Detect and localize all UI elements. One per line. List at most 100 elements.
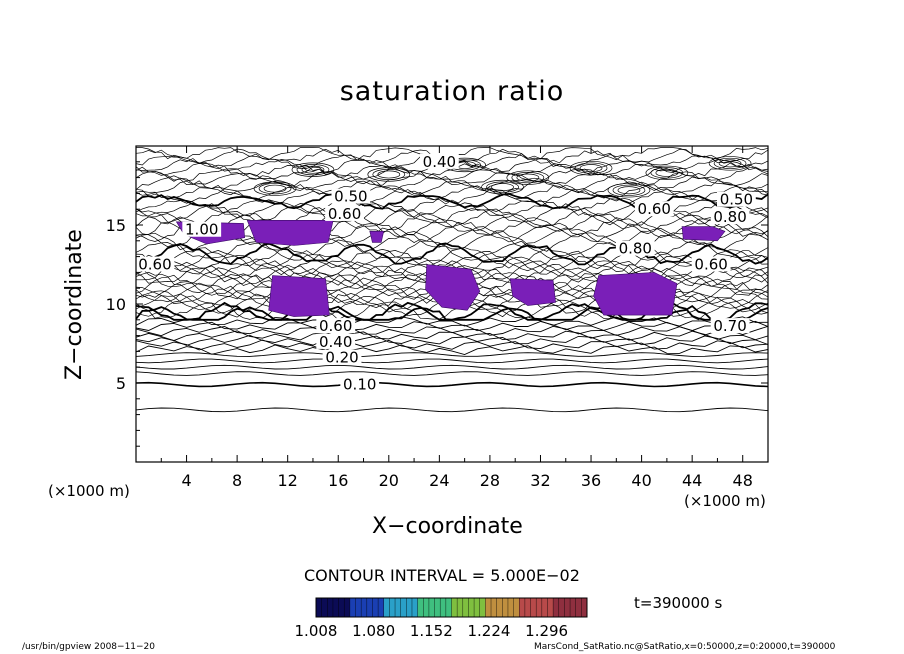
y-tick-label: 5 [116, 374, 126, 393]
contour-loop [291, 162, 335, 177]
contour-line [135, 364, 769, 370]
contour-label-bg [615, 240, 655, 256]
x-tick-label: 12 [278, 471, 298, 490]
contour-line [135, 175, 769, 192]
contour-loop [607, 183, 651, 198]
contour-loop [645, 165, 689, 181]
time-label: t=390000 s [634, 594, 723, 612]
colorbar-cell [502, 598, 509, 617]
shaded-region [425, 264, 481, 311]
contour-loop [574, 162, 608, 174]
contour-loop [263, 184, 287, 193]
contour-line [135, 339, 769, 351]
colorbar-tick-label: 1.296 [525, 622, 568, 640]
contour-labels: 0.100.200.400.60 0.700.400.500.601.000.60… [135, 153, 756, 394]
colorbar-cell [383, 598, 390, 617]
colorbar-cell [513, 598, 520, 617]
colorbar-tick-label: 1.008 [295, 622, 338, 640]
contour-label-bg [340, 376, 380, 392]
contour-line [135, 316, 769, 327]
colorbar-cell [434, 598, 441, 617]
contour-label-bg [691, 256, 731, 272]
colorbar-cell [553, 598, 560, 617]
colorbar-tick-label: 1.080 [352, 622, 395, 640]
colorbar-cell [485, 598, 492, 617]
colorbar-cell [570, 598, 577, 617]
colorbar-cell [581, 598, 588, 617]
shaded-region [369, 231, 385, 243]
chart-title: saturation ratio [339, 76, 565, 107]
colorbar-cell [355, 598, 362, 617]
colorbar-cell [575, 598, 582, 617]
colorbar-cell [547, 598, 554, 617]
contour-line [135, 211, 769, 235]
contour-loop [506, 170, 550, 185]
colorbar-cell [564, 598, 571, 617]
colorbar-cell [457, 598, 464, 617]
colorbar-cell [468, 598, 475, 617]
colorbar-cell [389, 598, 396, 617]
colorbar-cell [361, 598, 368, 617]
colorbar-cell [474, 598, 481, 617]
colorbar-cell [445, 598, 452, 617]
contour-loop [650, 167, 684, 179]
contour-line [135, 334, 769, 346]
contour-label: 0.80 [713, 208, 746, 226]
contour-line [135, 242, 769, 266]
colorbar-frame [315, 597, 588, 618]
contour-line [135, 358, 769, 364]
contour-label-bg [316, 333, 356, 349]
colorbar-cell [507, 598, 515, 617]
contour-loop [713, 157, 747, 169]
x-tick-label: 36 [581, 471, 601, 490]
contour-loop [377, 170, 401, 179]
x-axis-title: X−coordinate [372, 514, 523, 539]
x-tick-label: 40 [631, 471, 651, 490]
contour-line [135, 325, 769, 337]
shaded-region [681, 226, 726, 242]
x-axis-unit-left: (×1000 m) [48, 482, 130, 500]
contour-loop [296, 164, 330, 176]
contour-line [135, 188, 769, 205]
x-tick-label: 48 [733, 471, 753, 490]
contour-line [135, 250, 769, 272]
contour-label: 0.60 [694, 256, 727, 274]
colorbar-tick-label: 1.152 [410, 622, 453, 640]
contour-label-bg [316, 318, 356, 334]
contour-label-bg [135, 256, 175, 272]
x-tick-label: 24 [429, 471, 449, 490]
contour-loop [481, 179, 524, 195]
footer-left: /usr/bin/gpview 2008−11−20 [22, 642, 156, 652]
colorbar-cell [372, 598, 379, 617]
contour-loop [617, 186, 641, 195]
contour-line [135, 371, 769, 376]
contour-label-bg [710, 209, 750, 225]
contour-line [135, 344, 769, 356]
contour-loop [516, 173, 540, 182]
contour-label: 1.00 [185, 221, 218, 239]
footer-right: MarsCond_SatRatio.nc@SatRatio,x=0:50000,… [534, 642, 836, 652]
contour-loop [511, 172, 545, 184]
x-tick-label: 16 [328, 471, 348, 490]
contour-label: 0.40 [423, 153, 456, 171]
contour-loop [579, 164, 603, 173]
contour-line [135, 170, 769, 187]
contour-label: 0.60 [638, 200, 671, 218]
contour-line [135, 246, 769, 269]
colorbar-cell [366, 598, 373, 617]
contour-label: 0.60 [319, 317, 352, 335]
colorbar-cell [316, 598, 323, 617]
contour-line [135, 166, 769, 182]
y-tick-label: 15 [106, 216, 126, 235]
contour-label-bg [331, 188, 371, 204]
contour-label-bg [710, 318, 750, 334]
contour-label: 0.60 [138, 256, 171, 274]
contour-loop [486, 181, 519, 193]
colorbar-cell [496, 598, 503, 617]
contour-label: 0.40 [319, 333, 352, 351]
colorbar-cell [349, 598, 356, 617]
x-tick-label: 44 [682, 471, 702, 490]
contour-line [135, 256, 769, 279]
colorbar-cell [344, 598, 351, 617]
